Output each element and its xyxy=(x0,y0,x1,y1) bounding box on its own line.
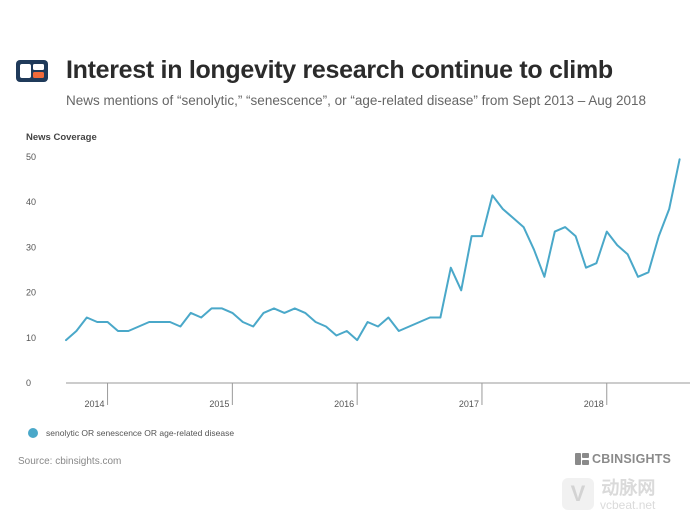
watermark-url: vcbeat.net xyxy=(600,498,656,512)
source-note: Source: cbinsights.com xyxy=(18,456,122,467)
legend-label: senolytic OR senescence OR age-related d… xyxy=(46,428,235,438)
legend: senolytic OR senescence OR age-related d… xyxy=(28,428,234,438)
watermark-name: 动脉网 xyxy=(601,478,656,498)
chart-title: Interest in longevity research continue … xyxy=(66,56,613,84)
chart-subtitle: News mentions of “senolytic,” “senescenc… xyxy=(66,93,647,108)
y-tick-label: 0 xyxy=(26,378,31,388)
y-tick-label: 20 xyxy=(26,288,36,298)
y-axis-label: News Coverage xyxy=(26,132,97,143)
watermark: V 动脉网 vcbeat.net xyxy=(562,478,655,512)
brand-name: CBINSIGHTS xyxy=(592,452,672,466)
series-line xyxy=(65,158,681,342)
y-tick-label: 50 xyxy=(26,152,36,162)
watermark-badge-icon: V xyxy=(562,478,594,510)
y-tick-label: 40 xyxy=(26,197,36,207)
x-tick-label: 2014 xyxy=(85,399,105,409)
x-tick-label: 2018 xyxy=(584,399,604,409)
y-tick-label: 30 xyxy=(26,242,36,252)
x-tick-label: 2016 xyxy=(334,399,354,409)
cb-brand-icon xyxy=(575,453,589,465)
x-tick-label: 2015 xyxy=(209,399,229,409)
y-tick-label: 10 xyxy=(26,333,36,343)
legend-swatch-icon xyxy=(28,428,38,438)
cb-insights-logo-icon xyxy=(16,60,48,82)
brand-mark: CBINSIGHTS xyxy=(575,452,671,466)
x-tick-label: 2017 xyxy=(459,399,479,409)
